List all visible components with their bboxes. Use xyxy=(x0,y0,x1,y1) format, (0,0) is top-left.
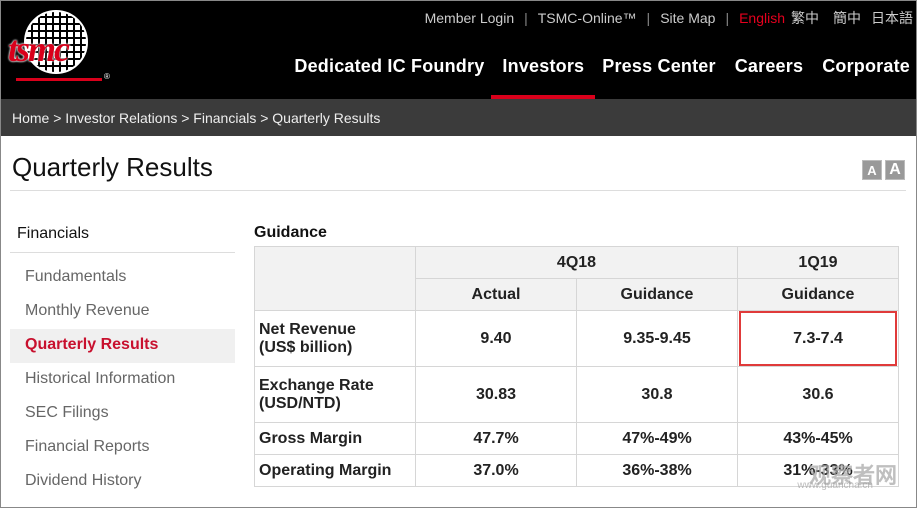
sidebar: Financials Fundamentals Monthly Revenue … xyxy=(10,218,235,499)
subhead-guidance-next: Guidance xyxy=(737,278,899,311)
title-divider xyxy=(10,190,906,191)
font-size-controls: A A xyxy=(862,160,905,180)
row-label: Exchange Rate (USD/NTD) xyxy=(254,366,416,423)
table-corner-cell xyxy=(254,246,416,311)
table-row: Operating Margin 37.0% 36%-38% 31%-33% xyxy=(254,454,899,487)
lang-japanese[interactable]: 日本語 xyxy=(871,10,913,26)
sidebar-item-quarterly-results[interactable]: Quarterly Results xyxy=(10,329,235,363)
globe-icon xyxy=(24,10,88,74)
guidance-table: 4Q18 1Q19 Actual Guidance Guidance Net R… xyxy=(254,246,899,487)
sidebar-item-fundamentals[interactable]: Fundamentals xyxy=(25,268,127,285)
cell-actual: 9.40 xyxy=(415,310,577,367)
cell-actual: 30.83 xyxy=(415,366,577,423)
site-map-link[interactable]: Site Map xyxy=(660,10,716,26)
nav-dedicated-ic-foundry[interactable]: Dedicated IC Foundry xyxy=(294,56,485,76)
row-label-line2: (US$ billion) xyxy=(259,338,353,356)
subhead-actual: Actual xyxy=(415,278,577,311)
period-header-1q19: 1Q19 xyxy=(737,246,899,279)
table-row: Net Revenue (US$ billion) 9.40 9.35-9.45… xyxy=(254,310,899,367)
nav-press-center[interactable]: Press Center xyxy=(602,56,716,76)
page-title: Quarterly Results xyxy=(12,152,213,182)
sidebar-item-sec-filings[interactable]: SEC Filings xyxy=(25,404,109,421)
cell-guidance: 9.35-9.45 xyxy=(576,310,738,367)
cell-next-guidance-highlighted: 7.3-7.4 xyxy=(737,310,899,367)
sidebar-item-historical-information[interactable]: Historical Information xyxy=(25,370,176,387)
sidebar-item-dividend-history[interactable]: Dividend History xyxy=(25,472,142,489)
util-separator: | xyxy=(646,10,651,26)
util-separator: | xyxy=(524,10,528,26)
sidebar-heading: Financials xyxy=(10,218,235,253)
registered-mark: ® xyxy=(104,72,110,81)
breadcrumb[interactable]: Home > Investor Relations > Financials >… xyxy=(1,99,916,136)
nav-corporate[interactable]: Corporate xyxy=(822,56,910,76)
font-larger-button[interactable]: A xyxy=(885,160,905,180)
site-header: tsmc ® Member Login | TSMC-Online™ | Sit… xyxy=(0,0,917,99)
util-separator: | xyxy=(725,10,730,26)
period-header-4q18: 4Q18 xyxy=(415,246,738,279)
lang-traditional-chinese[interactable]: 繁中 xyxy=(791,10,819,26)
utility-nav: Member Login | TSMC-Online™ | Site Map |… xyxy=(425,8,913,28)
sidebar-item-monthly-revenue[interactable]: Monthly Revenue xyxy=(25,302,150,319)
cell-guidance: 36%-38% xyxy=(576,454,738,487)
row-label: Gross Margin xyxy=(254,422,416,455)
member-login-link[interactable]: Member Login xyxy=(424,10,515,26)
watermark: 观察者网 xyxy=(808,463,897,488)
cell-actual: 37.0% xyxy=(415,454,577,487)
cell-guidance: 47%-49% xyxy=(576,422,738,455)
row-label-line1: Net Revenue xyxy=(259,320,356,338)
sidebar-item-financial-reports[interactable]: Financial Reports xyxy=(25,438,150,455)
cell-guidance: 30.8 xyxy=(576,366,738,423)
cell-next-guidance: 30.6 xyxy=(737,366,899,423)
nav-investors[interactable]: Investors xyxy=(491,52,596,99)
table-row: Gross Margin 47.7% 47%-49% 43%-45% xyxy=(254,422,899,455)
cell-next-guidance: 43%-45% xyxy=(737,422,899,455)
lang-english[interactable]: English xyxy=(739,10,785,26)
row-label-line1: Exchange Rate xyxy=(259,376,374,394)
guidance-title: Guidance xyxy=(254,224,327,241)
font-smaller-button[interactable]: A xyxy=(862,160,882,180)
cell-actual: 47.7% xyxy=(415,422,577,455)
cell-next-guidance: 31%-33% xyxy=(737,454,899,487)
lang-simplified-chinese[interactable]: 簡中 xyxy=(833,10,861,26)
table-row: Exchange Rate (USD/NTD) 30.83 30.8 30.6 xyxy=(254,366,899,423)
watermark-url: www.guancha.cn xyxy=(797,480,873,491)
row-label: Net Revenue (US$ billion) xyxy=(254,310,416,367)
tsmc-online-link[interactable]: TSMC-Online™ xyxy=(537,10,637,26)
logo-underline xyxy=(16,78,102,81)
main-nav: Dedicated IC Foundry Investors Press Cen… xyxy=(287,52,917,99)
row-label-line2: (USD/NTD) xyxy=(259,394,341,412)
nav-careers[interactable]: Careers xyxy=(734,56,804,76)
tsmc-logo[interactable]: tsmc ® xyxy=(8,6,110,81)
row-label: Operating Margin xyxy=(254,454,416,487)
logo-wordmark: tsmc xyxy=(8,29,70,69)
subhead-guidance: Guidance xyxy=(576,278,738,311)
